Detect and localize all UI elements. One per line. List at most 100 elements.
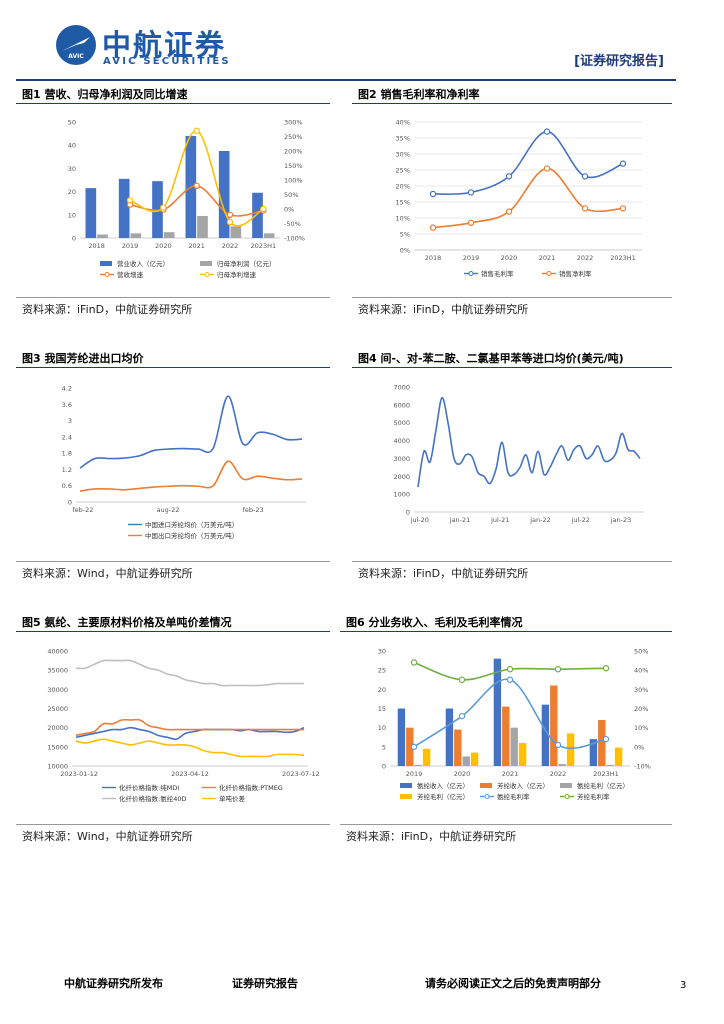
y-tick-label: 15%	[396, 199, 410, 207]
bar	[397, 708, 406, 766]
bar	[230, 226, 242, 238]
legend-label: 归母净利润（亿元）	[217, 259, 276, 268]
data-point	[581, 205, 589, 212]
legend-marker	[204, 272, 210, 277]
logo-emblem: AVIC	[56, 25, 96, 65]
x-tick-label: jul-21	[490, 516, 509, 524]
bar	[197, 215, 208, 238]
bar	[566, 733, 575, 766]
data-point	[619, 205, 627, 212]
y-tick-label: 25%	[396, 167, 410, 175]
legend-label: 化纤价格指数:PTMEG	[219, 783, 283, 792]
figure-6-source: 资料来源：iFinD，中航证券研究所	[346, 830, 517, 843]
y-tick-label: 20000	[47, 724, 68, 732]
y2-tick-label: 150%	[284, 162, 303, 170]
y-tick-label: 0.6	[62, 482, 72, 490]
series-line	[417, 396, 641, 488]
y2-tick-label: 50%	[284, 191, 298, 199]
legend-swatch	[200, 261, 212, 266]
data-point	[429, 190, 437, 198]
y-tick-label: 2.4	[62, 433, 72, 441]
legend-label: 销售净利率	[559, 269, 592, 278]
figure-2-chart: 0% 5% 10% 15% 20% 25% 30% 35% 40% 2018 2019 2020 202…	[396, 119, 642, 278]
x-tick-label: 2023-07-12	[282, 770, 320, 778]
data-point	[429, 224, 437, 231]
y-tick-label: 7000	[393, 384, 410, 392]
figure-6-source-rule	[340, 824, 672, 825]
data-point	[458, 676, 466, 683]
data-point	[602, 665, 610, 672]
bar	[462, 756, 470, 766]
figure-5-rule	[16, 631, 330, 632]
legend-label: 归母净利增速	[217, 270, 257, 279]
y-tick-label: 10	[68, 211, 76, 219]
footer-doc-type: 证券研究报告	[232, 977, 298, 990]
legend-marker	[104, 272, 110, 277]
y2-tick-label: 250%	[284, 133, 303, 141]
figure-6-title: 图6 分业务收入、毛利及毛利率情况	[346, 616, 523, 629]
figure-4-chart: 0 1000 2000 3000 4000 5000 6000 7000 jul-20 jan-2…	[393, 384, 644, 524]
legend-swatch	[400, 794, 412, 799]
legend-label: 单吨价差	[219, 794, 246, 803]
y-tick-label: 0	[406, 509, 410, 517]
x-tick-label: jan-22	[529, 516, 551, 524]
y-tick-label: 15	[378, 705, 386, 713]
data-point	[505, 208, 513, 215]
data-point	[226, 211, 234, 219]
x-tick-label: 2019	[122, 242, 139, 250]
y-tick-label: 35000	[47, 667, 68, 675]
legend-marker	[484, 794, 490, 799]
bar	[85, 188, 97, 238]
legend-label: 化纤价格指数:纯MDI	[119, 783, 179, 792]
bar	[589, 739, 598, 766]
y-tick-label: 25	[378, 667, 386, 675]
series-line	[79, 460, 303, 492]
plane-icon: AVIC	[62, 37, 90, 60]
y-tick-label: 5%	[400, 231, 410, 239]
legend-label: 中国出口芳纶均价（万美元/吨）	[145, 531, 238, 540]
figure-1-title: 图1 营收、归母净利润及同比增速	[22, 88, 188, 101]
legend-swatch	[480, 783, 492, 788]
x-tick-label: 2020	[454, 770, 471, 778]
bar	[454, 729, 462, 766]
data-point	[505, 173, 513, 180]
legend-swatch	[560, 783, 572, 788]
figure-3-chart: 0 0.6 1.2 1.8 2.4 3 3.6 4.2 feb-22 aug-22 feb-23 中国…	[62, 385, 306, 540]
y-tick-label: 3000	[393, 455, 410, 463]
bar	[493, 658, 502, 766]
figure-5-title: 图5 氨纶、主要原材料价格及单吨价差情况	[22, 616, 232, 629]
figure-2-rule	[352, 103, 672, 104]
y-tick-label: 10%	[396, 215, 410, 223]
legend-marker	[546, 271, 552, 276]
x-tick-label: jul-20	[410, 516, 429, 524]
y2-tick-label: 40%	[634, 667, 648, 675]
y-tick-label: 30	[68, 165, 76, 173]
data-point	[554, 741, 562, 749]
y-tick-label: 3.6	[62, 401, 72, 409]
figure-5-source: 资料来源：Wind，中航证券研究所	[22, 830, 193, 843]
figure-2-title: 图2 销售毛利率和净利率	[358, 88, 480, 101]
figure-1-rule	[16, 103, 330, 104]
y-tick-label: 20%	[396, 183, 410, 191]
y-tick-label: 40	[68, 142, 76, 150]
y2-tick-label: 300%	[284, 119, 303, 127]
data-point	[458, 712, 466, 720]
bar	[218, 151, 230, 238]
figure-4-source-rule	[352, 561, 672, 562]
data-point	[581, 173, 589, 180]
data-point	[543, 165, 551, 172]
bar	[97, 234, 108, 238]
data-point	[193, 182, 200, 190]
y-tick-label: 50	[68, 119, 76, 127]
data-point	[126, 197, 134, 204]
y-tick-label: 30%	[396, 151, 410, 159]
bar	[163, 232, 175, 238]
y-tick-label: 10000	[47, 763, 68, 771]
figure-5-source-rule	[16, 824, 330, 825]
bar	[550, 685, 558, 766]
footer-disclaimer: 请务必阅读正文之后的免责声明部分	[425, 977, 601, 990]
y-tick-label: 20	[378, 686, 386, 694]
y-tick-label: 1.2	[62, 466, 72, 474]
series-line	[413, 678, 607, 750]
series-line	[129, 129, 264, 227]
